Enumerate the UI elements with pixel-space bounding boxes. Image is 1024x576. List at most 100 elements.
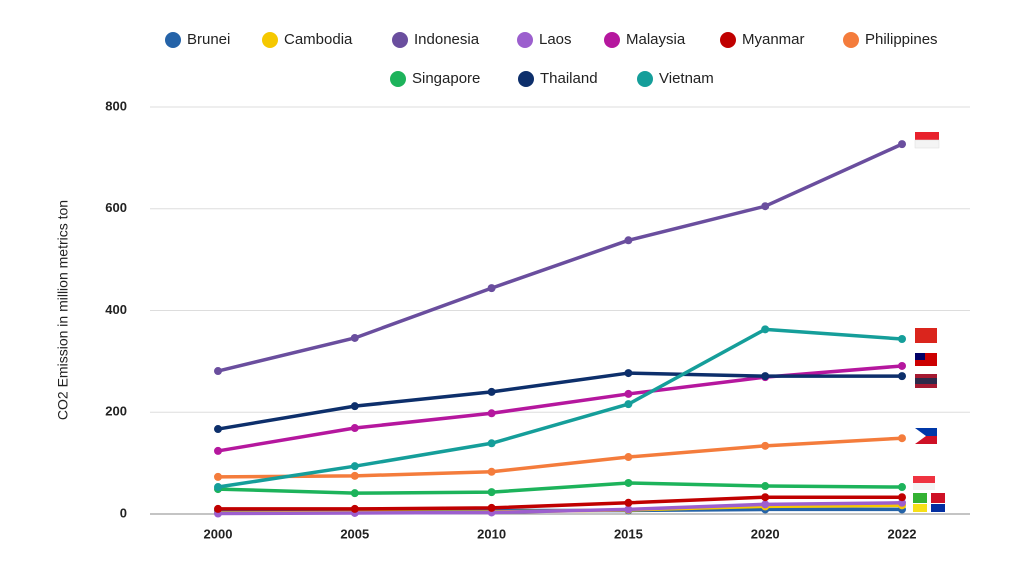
x-tick-label: 2005 — [340, 526, 369, 541]
legend-label: Brunei — [187, 31, 230, 48]
legend-marker — [604, 32, 620, 48]
point — [487, 488, 496, 497]
flag-cambodia — [931, 504, 945, 512]
point — [898, 483, 906, 492]
series — [214, 369, 906, 434]
series — [214, 493, 906, 513]
legend-marker — [518, 71, 534, 87]
flag-indonesia — [914, 139, 940, 149]
flag-laos — [931, 493, 945, 503]
legend-label: Cambodia — [284, 31, 353, 48]
flag-malaysia — [915, 353, 925, 360]
flag-philippines — [915, 428, 926, 444]
legend-marker — [637, 71, 653, 87]
legend-label: Myanmar — [742, 31, 805, 48]
y-tick-label: 200 — [105, 404, 127, 419]
legend-label: Philippines — [865, 31, 938, 48]
legend-marker — [165, 32, 181, 48]
line — [217, 371, 902, 431]
legend-marker — [262, 32, 278, 48]
point — [761, 372, 770, 381]
point — [487, 387, 496, 396]
point — [350, 504, 359, 513]
point — [761, 325, 770, 334]
y-tick-label: 0 — [120, 505, 127, 520]
flag-philippines — [915, 436, 937, 444]
point — [214, 425, 222, 434]
point — [350, 462, 359, 471]
point — [624, 369, 633, 378]
flag-vietnam — [915, 328, 937, 343]
legend-marker — [843, 32, 859, 48]
point — [624, 453, 633, 462]
flag-singapore — [913, 483, 935, 490]
point — [624, 505, 633, 514]
line — [217, 501, 903, 516]
point — [350, 333, 359, 342]
flags — [913, 132, 945, 512]
point — [487, 467, 496, 476]
point — [214, 446, 222, 455]
x-tick-label: 2020 — [751, 526, 780, 541]
point — [898, 334, 906, 343]
point — [214, 504, 222, 513]
point — [350, 471, 359, 480]
point — [487, 503, 496, 512]
point — [350, 489, 359, 498]
y-axis-title: CO2 Emission in million metrics ton — [55, 200, 71, 420]
point — [624, 400, 633, 409]
point — [487, 439, 496, 448]
point — [214, 367, 222, 376]
point — [761, 482, 770, 491]
flag-brunei — [913, 504, 927, 512]
series — [214, 478, 906, 498]
x-tick-label: 2000 — [204, 526, 233, 541]
line — [218, 495, 902, 511]
point — [898, 498, 906, 507]
series — [214, 434, 906, 481]
point — [761, 441, 770, 450]
legend-label: Thailand — [540, 70, 598, 87]
point — [761, 493, 770, 502]
point — [214, 483, 222, 492]
point — [761, 202, 770, 211]
y-tick-label: 400 — [105, 302, 127, 317]
point — [898, 361, 906, 370]
line — [217, 436, 903, 479]
line — [217, 327, 903, 489]
flag-singapore — [913, 476, 935, 483]
legend-marker — [720, 32, 736, 48]
point — [624, 389, 633, 398]
point — [214, 472, 222, 481]
point — [624, 478, 633, 487]
legend-label: Laos — [539, 31, 572, 48]
legend-label: Singapore — [412, 70, 480, 87]
legend-marker — [392, 32, 408, 48]
line — [217, 364, 903, 453]
flag-myanmar — [913, 493, 927, 503]
point — [350, 402, 359, 411]
x-tick-label: 2022 — [888, 526, 917, 541]
x-tick-label: 2010 — [477, 526, 506, 541]
point — [898, 434, 906, 443]
series — [214, 140, 906, 376]
point — [761, 500, 770, 509]
flag-philippines — [915, 428, 937, 436]
line — [217, 481, 903, 495]
legend-label: Indonesia — [414, 31, 480, 48]
legend-marker — [390, 71, 406, 87]
y-tick-label: 600 — [105, 200, 127, 215]
point — [350, 424, 359, 433]
flag-thailand — [915, 378, 937, 384]
y-tick-label: 800 — [105, 98, 127, 113]
point — [624, 498, 633, 507]
point — [898, 493, 906, 502]
legend-label: Malaysia — [626, 31, 686, 48]
point — [487, 284, 496, 293]
flag-indonesia — [915, 132, 939, 140]
point — [898, 372, 906, 381]
point — [624, 236, 633, 245]
line — [217, 142, 903, 373]
point — [898, 140, 906, 149]
